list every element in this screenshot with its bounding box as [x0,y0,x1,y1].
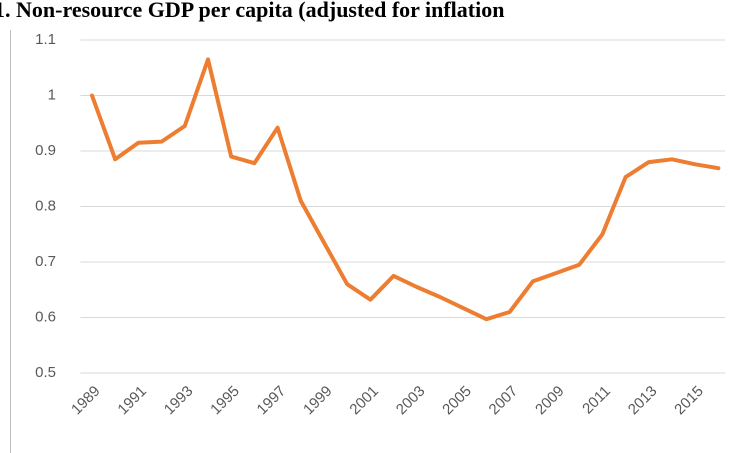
x-tick-label: 1989 [68,383,104,419]
x-tick-label: 1991 [114,383,150,419]
x-tick-label: 2009 [532,383,568,419]
x-tick-label: 2001 [346,383,382,419]
x-tick-label: 1997 [254,383,290,419]
x-tick-label: 1995 [207,383,243,419]
x-tick-label: 2005 [439,383,475,419]
y-tick-label: 1.1 [35,31,56,48]
y-tick-label: 0.9 [35,142,56,159]
data-line [90,57,721,322]
x-tick-label: 2013 [625,383,661,419]
chart-title: 1. Non-resource GDP per capita (adjusted… [0,0,504,22]
x-tick-label: 1999 [300,383,336,419]
x-tick-label: 2007 [486,383,522,419]
y-tick-label: 0.5 [35,364,56,381]
x-tick-label: 1993 [161,383,197,419]
x-tick-label: 2015 [671,383,707,419]
y-tick-label: 1 [48,86,56,103]
y-tick-label: 0.8 [35,197,56,214]
x-tick-label: 2003 [393,383,429,419]
y-tick-label: 0.6 [35,308,56,325]
x-tick-label: 2011 [579,383,614,418]
y-tick-label: 0.7 [35,253,56,270]
